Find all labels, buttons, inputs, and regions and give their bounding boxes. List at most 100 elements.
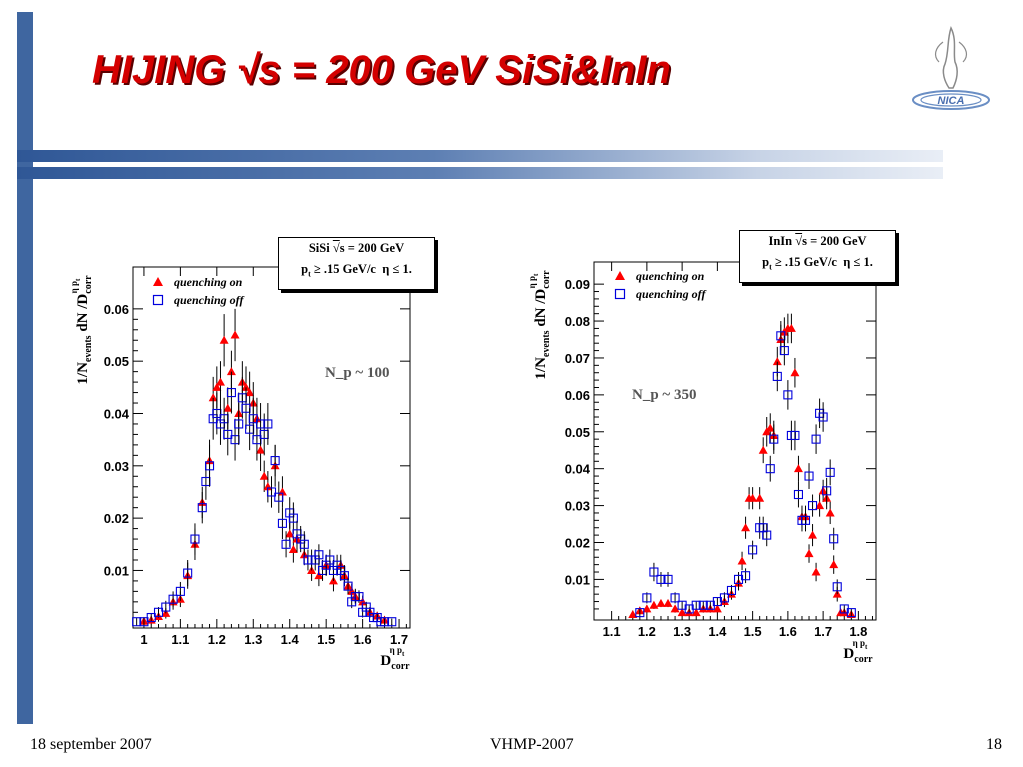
data-point-quenching-on xyxy=(649,600,659,609)
y-tick-label: 0.06 xyxy=(104,302,129,317)
data-point-quenching-on xyxy=(288,545,298,554)
data-point-quenching-on xyxy=(677,608,687,617)
y-tick-label: 0.03 xyxy=(565,499,590,514)
data-point-quenching-on xyxy=(815,501,825,510)
x-tick-label: 1.7 xyxy=(814,624,832,639)
data-point-quenching-off xyxy=(793,489,804,500)
data-point-quenching-off xyxy=(825,467,835,477)
y-tick-label: 0.01 xyxy=(565,572,590,587)
data-point-quenching-off xyxy=(146,612,156,623)
y-tick-label: 0.08 xyxy=(565,314,590,329)
data-point-quenching-on xyxy=(642,604,652,613)
x-tick-label: 1.3 xyxy=(673,624,691,639)
y-axis-label-text: 1/Nevents dN /Dcorrη pt xyxy=(527,270,552,380)
data-point-quenching-on xyxy=(691,608,701,617)
data-point-quenching-on xyxy=(663,598,673,607)
data-point-quenching-off xyxy=(691,600,701,610)
slide-title: HIJING √s = 200 GeV SiSi&InIn xyxy=(92,48,671,92)
data-point-quenching-off xyxy=(804,471,814,481)
data-point-quenching-off xyxy=(719,593,729,603)
data-point-quenching-off xyxy=(846,608,856,618)
data-point-quenching-on xyxy=(793,464,803,473)
data-point-quenching-on xyxy=(212,382,222,391)
data-point-quenching-off xyxy=(649,567,659,577)
data-point-quenching-on xyxy=(628,609,638,618)
data-point-quenching-off xyxy=(769,434,779,444)
data-point-quenching-off xyxy=(829,534,839,544)
data-point-quenching-on xyxy=(670,604,680,613)
data-point-quenching-off xyxy=(153,607,164,617)
legend-label: quenching off xyxy=(174,293,244,307)
data-point-quenching-off xyxy=(299,539,309,549)
x-tick-label: 1.5 xyxy=(317,632,335,647)
x-tick-label: 1.2 xyxy=(208,632,226,647)
x-tick-label: 1.4 xyxy=(281,632,300,647)
data-point-quenching-off xyxy=(818,412,828,422)
data-point-quenching-on xyxy=(259,471,269,480)
data-point-quenching-on xyxy=(786,323,796,332)
y-tick-label: 0.09 xyxy=(565,277,590,292)
data-point-quenching-off xyxy=(762,530,772,540)
data-point-quenching-off xyxy=(726,585,737,596)
y-tick-label: 0.04 xyxy=(565,462,591,477)
data-point-quenching-off xyxy=(161,602,171,612)
data-point-quenching-on xyxy=(804,549,814,558)
data-point-quenching-on xyxy=(241,382,251,391)
data-point-quenching-on xyxy=(219,335,229,344)
left-accent-bar xyxy=(17,12,33,724)
data-point-quenching-off xyxy=(790,430,800,441)
y-tick-label: 0.05 xyxy=(565,425,590,440)
y-tick-label: 0.01 xyxy=(104,563,129,578)
x-tick-label: 1 xyxy=(140,632,147,647)
data-point-quenching-off xyxy=(387,617,397,627)
data-point-quenching-off xyxy=(354,592,364,602)
data-point-quenching-on xyxy=(256,445,266,454)
data-point-quenching-off xyxy=(379,617,390,627)
x-tick-label: 1.7 xyxy=(390,632,408,647)
inin-np-annotation: N_p ~ 350 xyxy=(632,387,697,403)
data-point-quenching-off xyxy=(274,492,284,502)
data-point-quenching-on xyxy=(314,571,324,580)
x-tick-label: 1.8 xyxy=(849,624,867,639)
y-tick-label: 0.05 xyxy=(104,354,129,369)
logo-text: NICA xyxy=(938,95,965,107)
data-point-quenching-off xyxy=(277,518,287,528)
data-point-quenching-off xyxy=(175,586,185,596)
sisi-plot-frame: 1 1.1 1.2 1.3 1.4 1.5 1.6 1.7 0.01 0.02 0.03 0.04 0.… xyxy=(69,266,411,672)
data-point-quenching-on xyxy=(712,604,722,613)
x-axis-label: Dcorrη pt xyxy=(843,638,873,665)
sisi-info-line2: pt ≥ .15 GeV/c η ≤ 1. xyxy=(301,262,412,279)
footer-page-number: 18 xyxy=(986,736,1002,753)
data-point-quenching-off xyxy=(314,550,324,560)
data-point-quenching-off xyxy=(635,608,645,618)
legend-label: quenching on xyxy=(174,275,243,289)
data-point-quenching-on xyxy=(223,403,233,412)
data-point-quenching-off xyxy=(343,581,353,591)
data-point-quenching-off xyxy=(748,545,758,555)
data-point-quenching-off xyxy=(811,434,821,444)
legend-marker-quenching-on xyxy=(615,271,625,280)
data-point-quenching-on xyxy=(808,530,818,539)
data-point-quenching-off xyxy=(223,429,233,439)
data-point-quenching-off xyxy=(132,617,142,627)
y-tick-label: 0.03 xyxy=(104,459,129,474)
data-point-quenching-off xyxy=(168,594,178,604)
x-tick-label: 1.6 xyxy=(779,624,797,639)
sisi-np-annotation: N_p ~ 100 xyxy=(325,365,390,381)
inin-info-line2: pt ≥ .15 GeV/c η ≤ 1. xyxy=(762,255,873,272)
data-point-quenching-off xyxy=(807,501,818,511)
data-point-quenching-on xyxy=(765,423,775,432)
y-tick-label: 0.04 xyxy=(104,406,130,421)
data-point-quenching-off xyxy=(779,346,789,356)
inin-info-line1: InIn √s = 200 GeV xyxy=(768,234,867,248)
inin-plot-marks: quenching on quenching off xyxy=(614,269,856,619)
data-point-quenching-off xyxy=(642,593,652,603)
x-tick-label: 1.1 xyxy=(171,632,189,647)
data-point-quenching-off xyxy=(772,371,782,381)
data-point-quenching-off xyxy=(266,487,277,497)
y-tick-label: 0.02 xyxy=(565,535,590,550)
data-point-quenching-on xyxy=(245,388,255,397)
header-band-bottom xyxy=(17,167,943,179)
legend-label: quenching on xyxy=(636,269,705,283)
